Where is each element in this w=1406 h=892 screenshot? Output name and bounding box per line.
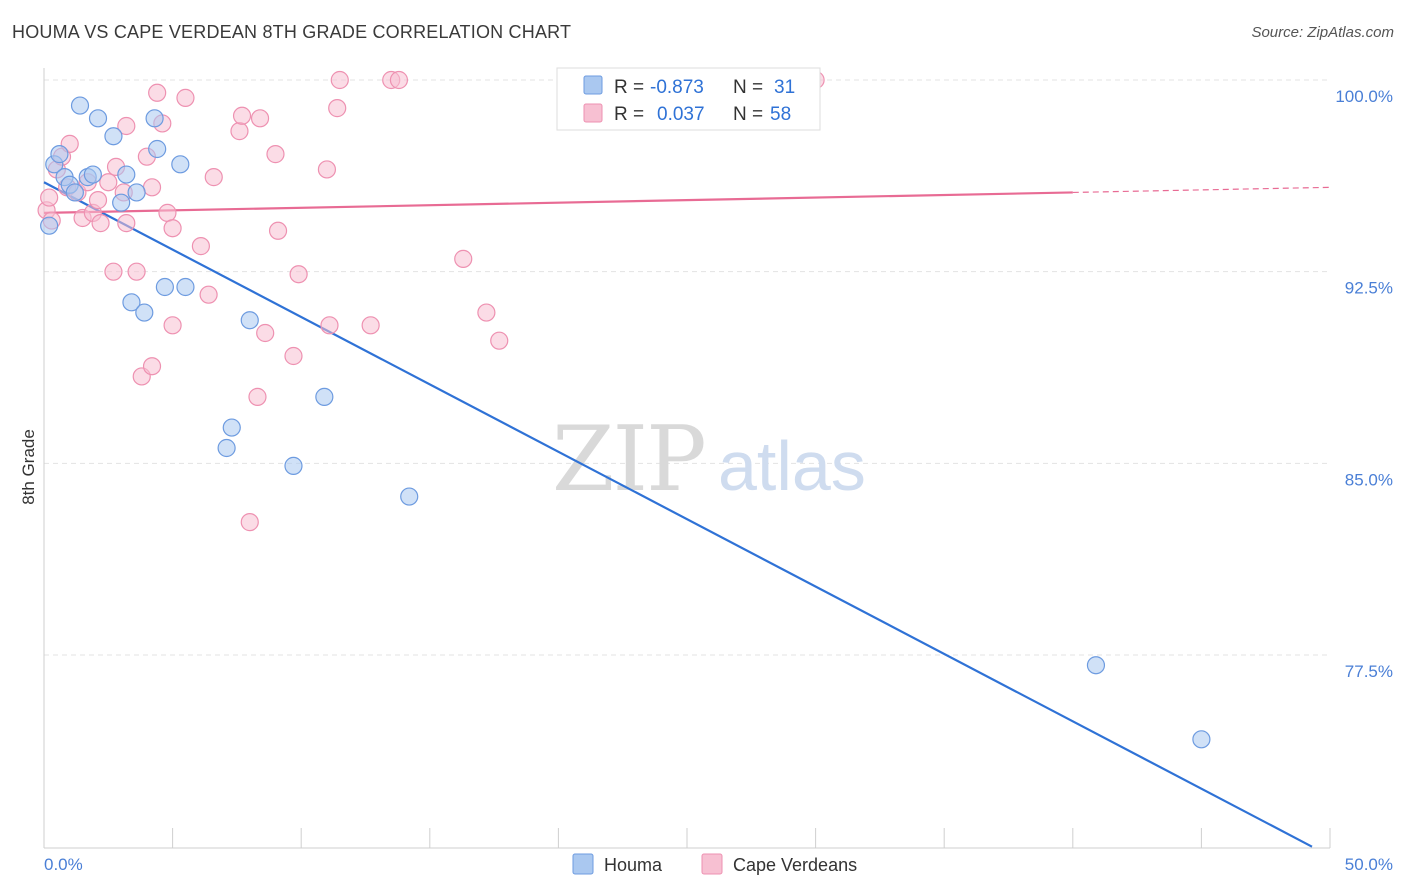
houma-point-2 xyxy=(50,145,69,164)
cape-point-37 xyxy=(250,109,270,128)
legend-n-label-2: N = xyxy=(733,104,763,125)
houma-point-11 xyxy=(112,193,131,212)
y-tick-label-2: 85.0% xyxy=(1345,470,1393,489)
cape-point-1 xyxy=(40,188,59,207)
houma-point-24 xyxy=(284,456,303,475)
cape-point-24 xyxy=(148,83,167,102)
houma-point-5 xyxy=(65,183,84,202)
cape-point-33 xyxy=(230,122,249,141)
houma-point-18 xyxy=(155,277,174,297)
legend-cape-swatch xyxy=(583,103,603,123)
houma-point-12 xyxy=(117,165,136,184)
cape-point-42 xyxy=(289,265,308,284)
cape-point-49 xyxy=(389,70,409,90)
x-tick-label-1: 50.0% xyxy=(1345,855,1393,874)
cape-point-38 xyxy=(256,323,275,343)
legend-houma-swatch xyxy=(583,75,603,95)
cape-point-23 xyxy=(142,357,162,376)
cape-point-40 xyxy=(268,221,288,240)
cape-point-36 xyxy=(248,387,267,406)
cape-point-32 xyxy=(204,168,223,187)
houma-point-13 xyxy=(127,183,146,202)
y-tick-labels: 100.0% 92.5% 85.0% 77.5% xyxy=(1335,87,1393,681)
x-tick-label-0: 0.0% xyxy=(44,855,83,874)
cape-point-30 xyxy=(191,237,210,256)
watermark-zip: ZIP xyxy=(552,407,705,512)
cape-point-41 xyxy=(284,346,303,366)
data-points xyxy=(37,70,1211,749)
houma-point-22 xyxy=(222,418,241,437)
houma-point-15 xyxy=(135,303,154,322)
cape-point-51 xyxy=(477,303,496,322)
cape-point-11 xyxy=(88,191,108,210)
cape-point-50 xyxy=(454,249,473,268)
bottom-legend-houma-swatch xyxy=(572,853,594,875)
cape-trend-line xyxy=(43,191,1073,214)
legend-cape-r: 0.037 xyxy=(657,104,705,125)
watermark-atlas: atlas xyxy=(718,427,866,505)
y-axis-label: 8th Grade xyxy=(19,429,38,505)
cape-point-46 xyxy=(330,70,349,90)
legend-r-label-2: R = xyxy=(614,104,644,125)
legend-houma-n: 31 xyxy=(774,77,795,98)
houma-point-26 xyxy=(400,487,419,506)
cape-point-28 xyxy=(163,316,182,335)
houma-point-25 xyxy=(315,387,334,406)
bottom-legend-cape-label: Cape Verdeans xyxy=(733,855,857,875)
houma-point-16 xyxy=(145,109,164,128)
cape-point-13 xyxy=(99,173,118,192)
houma-point-14 xyxy=(122,293,141,312)
bottom-legend: Houma Cape Verdeans xyxy=(572,853,857,875)
houma-point-28 xyxy=(1192,730,1211,749)
houma-point-0 xyxy=(40,216,59,235)
cape-point-31 xyxy=(199,285,218,304)
cape-point-52 xyxy=(490,331,509,350)
y-tick-label-3: 77.5% xyxy=(1345,662,1393,681)
cape-point-18 xyxy=(117,214,136,233)
cape-point-39 xyxy=(266,145,285,164)
legend-r-label-1: R = xyxy=(614,77,644,98)
houma-point-8 xyxy=(83,165,102,184)
houma-trend-line xyxy=(43,181,1313,848)
source-label: Source: ZipAtlas.com xyxy=(1251,24,1394,41)
legend-n-label-1: N = xyxy=(733,77,763,98)
cape-trend-line-extension xyxy=(1072,186,1331,194)
cape-point-47 xyxy=(361,316,380,335)
cape-point-34 xyxy=(232,106,252,125)
bottom-legend-cape-swatch xyxy=(701,853,723,875)
trend-lines xyxy=(43,181,1331,848)
cape-point-29 xyxy=(176,88,195,107)
houma-point-23 xyxy=(240,311,259,330)
y-tick-label-0: 100.0% xyxy=(1335,87,1393,106)
legend-houma-r: -0.873 xyxy=(650,77,704,98)
y-tick-label-1: 92.5% xyxy=(1345,279,1393,298)
cape-point-14 xyxy=(104,262,123,281)
cape-point-44 xyxy=(320,316,339,335)
houma-point-17 xyxy=(148,139,167,159)
cape-point-22 xyxy=(142,178,162,197)
houma-point-6 xyxy=(70,96,90,115)
houma-point-27 xyxy=(1086,656,1106,675)
houma-point-20 xyxy=(176,277,195,297)
cape-point-45 xyxy=(328,99,347,118)
chart-title: HOUMA VS CAPE VERDEAN 8TH GRADE CORRELAT… xyxy=(12,22,572,42)
cape-point-17 xyxy=(117,116,136,136)
cape-point-35 xyxy=(240,513,259,532)
legend-cape-n: 58 xyxy=(770,104,791,125)
grid-lines xyxy=(44,79,1330,656)
legend-box: R = -0.873 N = 31 R = 0.037 N = 58 xyxy=(556,67,821,131)
houma-point-10 xyxy=(104,127,123,146)
houma-point-9 xyxy=(88,109,108,128)
houma-point-21 xyxy=(217,438,236,458)
cape-point-19 xyxy=(127,262,146,281)
bottom-legend-houma-label: Houma xyxy=(604,855,663,875)
houma-point-19 xyxy=(171,155,190,174)
x-tick-labels: 0.0% 50.0% xyxy=(44,855,1393,874)
cape-point-27 xyxy=(163,219,182,238)
cape-point-12 xyxy=(91,214,110,233)
cape-point-43 xyxy=(317,160,337,179)
cape-point-26 xyxy=(158,203,177,222)
